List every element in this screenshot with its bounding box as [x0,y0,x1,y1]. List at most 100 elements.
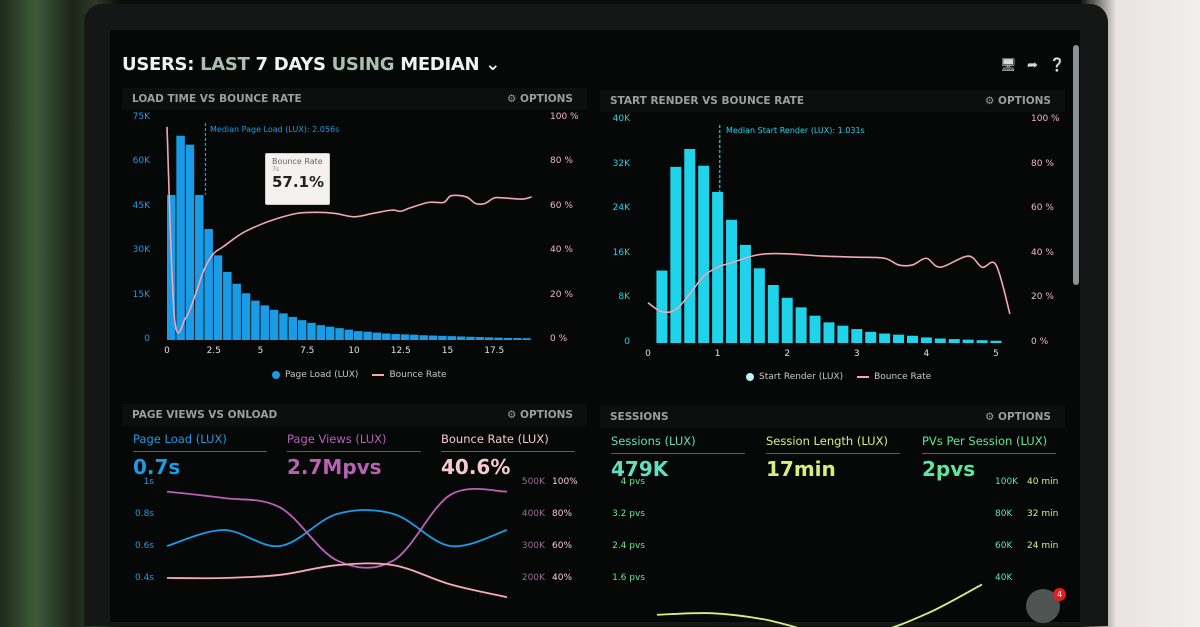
x-tick-label: 1 [714,349,721,359]
histogram-bar [475,337,485,340]
histogram-bar [698,165,710,343]
histogram-bar [213,255,223,340]
histogram-bar [466,336,475,340]
legend-item-page-load[interactable]: Page Load (LUX) [272,370,358,380]
histogram-bar [363,331,372,340]
y2-tick-label: 20 % [1031,292,1054,303]
histogram-bar [251,300,260,340]
chevron-down-icon[interactable]: ⌄ [485,54,501,75]
y2-tick-label: 100K [995,477,1019,487]
kpi-value-session-length: 17min [766,457,836,481]
y-tick-label: 0.8s [134,509,154,519]
y-tick-label: 15K [132,289,150,300]
panel-start-render-header: START RENDER VS BOUNCE RATE ⚙ OPTIONS [600,90,1065,112]
histogram-bar [976,340,988,343]
histogram-bar [726,219,738,343]
y2-tick-label: 0 % [1031,337,1049,347]
kpi-value-page-load: 0.7s [133,455,181,479]
options-button[interactable]: ⚙ OPTIONS [506,93,573,105]
y-tick-label: 24K [612,203,630,214]
y-tick-label: 0 [144,334,150,344]
tooltip-value: 57.1% [272,173,325,191]
y2-tick-label: 40 % [1031,247,1054,258]
y-tick-label: 4 pvs [620,477,645,487]
y-tick-label: 1s [143,477,154,487]
histogram-bar [879,333,891,343]
x-tick-label: 5 [993,349,999,359]
series-line [166,487,508,569]
kpi-value-sessions: 479K [611,457,669,481]
y3-tick-label: 32 min [1027,509,1059,519]
x-tick-label: 17.5 [484,346,505,356]
y2-tick-label: 300K [521,541,545,551]
y-tick-label: 8K [618,292,630,303]
options-label: OPTIONS [520,409,573,421]
histogram-bar [948,339,960,343]
legend-item-bounce-rate[interactable]: Bounce Rate [372,370,447,380]
histogram-bar [494,337,503,340]
share-icon[interactable]: ➦ [1027,58,1038,73]
histogram-bar [279,313,288,340]
options-button[interactable]: ⚙ OPTIONS [984,95,1051,107]
y-tick-label: 0.4s [134,573,154,583]
x-tick-label: 3 [853,349,860,359]
histogram-bar [232,283,241,340]
page-title[interactable]: USERS: LAST 7 DAYS USING MEDIAN ⌄ [122,54,500,75]
y2-tick-label: 40K [995,573,1013,583]
histogram-bar [781,297,793,343]
help-icon[interactable]: ❔ [1049,58,1066,73]
x-tick-label: 4 [923,349,930,359]
series-line [656,583,983,627]
histogram-bar [522,338,531,340]
histogram-bar [447,336,456,340]
histogram-bar [335,328,344,340]
title-median[interactable]: MEDIAN [400,54,480,75]
histogram-bar [316,325,326,340]
panel-title: PAGE VIEWS VS ONLOAD [132,409,278,421]
histogram-bar [297,320,307,340]
histogram-bar [512,338,522,340]
y-tick-label: 75K [132,112,150,122]
median-annotation: Median Page Load (LUX): 2.056s [210,125,340,134]
histogram-bar [438,335,447,340]
histogram-bar [739,244,751,343]
histogram-bar [185,144,195,340]
title-days[interactable]: 7 DAYS [255,54,326,75]
x-tick-label: 15 [441,346,454,356]
histogram-bar [419,335,428,340]
kpi-label-bounce-rate: Bounce Rate (LUX) [441,432,575,452]
y2-tick-label: 60 % [1031,203,1054,214]
legend-item-start-render[interactable]: Start Render (LUX) [746,372,843,382]
monitor-icon[interactable]: 🖥 [1000,58,1017,73]
histogram-bar [410,334,419,340]
y2-tick-label: 500K [521,477,545,487]
histogram-bar [684,148,696,343]
legend-item-bounce-rate[interactable]: Bounce Rate [857,372,931,382]
x-tick-label: 2.5 [206,346,221,356]
histogram-bar [325,326,335,340]
scrollbar[interactable] [1073,45,1079,285]
options-button[interactable]: ⚙ OPTIONS [506,409,573,421]
histogram-bar [344,329,354,340]
legend-load-time: Page Load (LUX) Bounce Rate [272,370,447,380]
panel-title: LOAD TIME VS BOUNCE RATE [132,93,302,105]
kpi-value-bounce-rate: 40.6% [441,455,511,479]
title-using: USING [331,54,395,75]
histogram-bar [934,338,946,343]
histogram-bar [204,229,213,340]
panel-sessions-header: SESSIONS ⚙ OPTIONS [600,406,1065,428]
histogram-bar [851,329,863,343]
y2-tick-label: 20 % [550,289,573,300]
y2-tick-label: 200K [521,573,545,583]
y-tick-label: 1.6 pvs [612,573,645,583]
y2-tick-label: 60K [995,541,1013,551]
histogram-bar [176,135,185,340]
y-tick-label: 0.6s [134,541,154,551]
y2-tick-label: 80K [995,509,1013,519]
histogram-bar [670,166,682,343]
y-tick-label: 60K [132,156,150,167]
legend-start-render: Start Render (LUX) Bounce Rate [746,372,931,382]
y3-tick-label: 24 min [1027,541,1059,551]
options-button[interactable]: ⚙ OPTIONS [984,411,1051,423]
